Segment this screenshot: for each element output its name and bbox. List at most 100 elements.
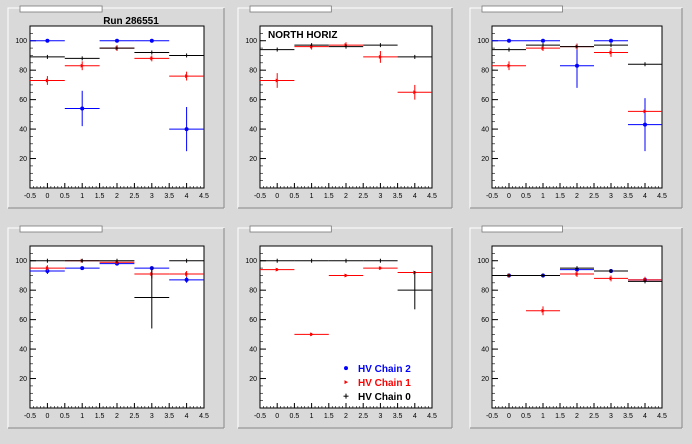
marker-triangle: [541, 46, 545, 51]
data-point-hv-chain-1: [363, 51, 398, 63]
panel-title-box: [481, 5, 563, 13]
data-point-hv-chain-0: [397, 54, 432, 59]
x-tick-label: 2: [575, 193, 579, 200]
data-point-hv-chain-2: [169, 276, 204, 283]
x-tick-label: -0.5: [486, 193, 498, 200]
y-tick-label: 20: [481, 156, 489, 163]
x-tick-label: 2.5: [358, 413, 368, 420]
x-tick-label: 3.5: [623, 413, 633, 420]
y-tick-label: 60: [481, 97, 489, 104]
data-point-hv-chain-1: [526, 306, 560, 316]
data-point-hv-chain-0: [492, 273, 526, 278]
data-point-hv-chain-1: [628, 109, 662, 114]
x-tick-label: 1: [541, 413, 545, 420]
x-tick-label: -0.5: [254, 413, 266, 420]
chart-panel-2: -0.5 0 0.5 1 1.5 2 2.5 3 3.5 4 4.5 20 40 60 80 100 NORTH…: [237, 5, 453, 209]
y-tick-label: 40: [249, 127, 257, 134]
y-tick-label: 100: [245, 38, 257, 45]
data-point-hv-chain-1: [64, 61, 100, 71]
marker-circle: [80, 106, 85, 111]
data-point-hv-chain-0: [99, 258, 135, 263]
x-tick-label: 0.5: [290, 413, 300, 420]
y-tick-label: 20: [19, 156, 27, 163]
legend-entry: HV Chain 0: [343, 392, 411, 403]
data-point-hv-chain-0: [30, 54, 65, 59]
marker-triangle: [344, 273, 348, 278]
data-point-hv-chain-0: [260, 47, 295, 52]
data-point-hv-chain-0: [363, 258, 398, 263]
data-point-hv-chain-0: [30, 258, 65, 263]
x-tick-label: 1: [541, 193, 545, 200]
data-point-hv-chain-0: [169, 53, 204, 58]
marker-circle: [541, 38, 545, 43]
x-tick-label: -0.5: [24, 413, 36, 420]
marker-triangle: [185, 74, 189, 79]
y-tick-label: 100: [15, 38, 27, 45]
x-tick-label: 0.5: [521, 193, 531, 200]
data-point-hv-chain-1: [169, 271, 204, 277]
y-tick-label: 100: [477, 258, 489, 265]
y-tick-label: 100: [15, 258, 27, 265]
y-tick-label: 20: [481, 376, 489, 383]
data-point-hv-chain-2: [526, 38, 560, 43]
data-point-hv-chain-0: [526, 273, 560, 278]
marker-triangle: [45, 78, 50, 83]
plot-area: [29, 245, 205, 409]
marker-circle: [609, 38, 613, 43]
marker-triangle: [378, 266, 383, 271]
x-tick-label: 0: [45, 193, 49, 200]
chart-panel-4: -0.5 0 0.5 1 1.5 2 2.5 3 3.5 4 4.5 20 40 60 80 100: [7, 225, 225, 429]
x-tick-label: 4: [643, 193, 647, 200]
legend-label: HV Chain 0: [358, 392, 411, 403]
x-tick-label: 4.5: [427, 193, 437, 200]
x-tick-label: 2.5: [589, 193, 599, 200]
marker-triangle: [643, 109, 647, 114]
data-point-hv-chain-1: [363, 266, 398, 271]
data-point-hv-chain-0: [492, 47, 526, 52]
data-point-hv-chain-0: [260, 258, 295, 263]
data-point-hv-chain-0: [99, 46, 135, 51]
legend-label: HV Chain 1: [358, 378, 411, 389]
x-tick-label: 4: [413, 193, 417, 200]
x-tick-label: 3.5: [164, 193, 174, 200]
marker-triangle: [275, 267, 280, 272]
data-point-hv-chain-2: [64, 90, 100, 127]
x-tick-label: 2.5: [358, 193, 368, 200]
y-tick-label: 80: [249, 68, 257, 75]
data-point-hv-chain-0: [294, 258, 329, 263]
x-tick-label: 2.5: [130, 193, 140, 200]
x-tick-label: 3: [378, 413, 382, 420]
marker-triangle: [507, 63, 511, 68]
marker-triangle: [378, 54, 383, 59]
marker-circle: [115, 38, 119, 43]
x-tick-label: 1: [310, 193, 314, 200]
data-point-hv-chain-1: [560, 271, 594, 277]
marker-triangle: [609, 276, 613, 281]
data-point-hv-chain-0: [134, 266, 170, 329]
x-tick-label: -0.5: [254, 193, 266, 200]
x-tick-label: 2: [115, 413, 119, 420]
y-tick-label: 20: [249, 376, 257, 383]
data-point-hv-chain-2: [64, 266, 100, 271]
x-tick-label: 1.5: [555, 193, 565, 200]
data-point-hv-chain-1: [260, 267, 295, 272]
x-tick-label: 2: [575, 413, 579, 420]
x-tick-label: 4: [413, 413, 417, 420]
y-tick-label: 80: [19, 68, 27, 75]
data-point-hv-chain-0: [397, 271, 432, 310]
marker-circle: [184, 277, 189, 282]
data-point-hv-chain-0: [560, 266, 594, 271]
marker-triangle: [150, 56, 154, 61]
x-tick-label: 0.5: [290, 193, 300, 200]
x-tick-label: 3: [609, 193, 613, 200]
marker-circle: [45, 38, 50, 43]
y-tick-label: 80: [481, 68, 489, 75]
data-point-hv-chain-2: [134, 38, 170, 43]
marker-circle: [80, 266, 85, 271]
x-tick-label: 4.5: [427, 413, 437, 420]
data-point-hv-chain-1: [30, 265, 65, 272]
x-tick-label: 3.5: [164, 413, 174, 420]
panel-title-box: [481, 225, 563, 233]
y-tick-label: 80: [481, 288, 489, 295]
